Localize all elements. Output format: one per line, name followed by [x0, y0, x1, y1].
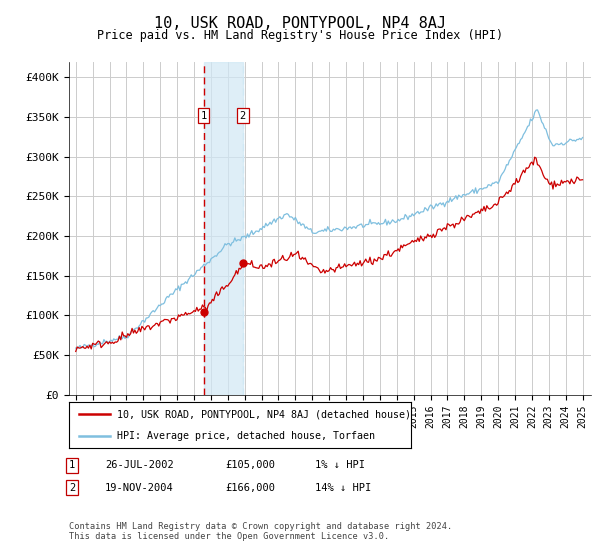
Text: 2: 2 [240, 110, 246, 120]
Text: £105,000: £105,000 [225, 460, 275, 470]
Text: 10, USK ROAD, PONTYPOOL, NP4 8AJ: 10, USK ROAD, PONTYPOOL, NP4 8AJ [154, 16, 446, 31]
Text: Price paid vs. HM Land Registry's House Price Index (HPI): Price paid vs. HM Land Registry's House … [97, 29, 503, 42]
Text: 26-JUL-2002: 26-JUL-2002 [105, 460, 174, 470]
Text: 1% ↓ HPI: 1% ↓ HPI [315, 460, 365, 470]
Bar [203, 62, 243, 395]
Text: 19-NOV-2004: 19-NOV-2004 [105, 483, 174, 493]
Text: 2: 2 [69, 483, 75, 493]
Text: £166,000: £166,000 [225, 483, 275, 493]
Text: 1: 1 [200, 110, 207, 120]
Text: Contains HM Land Registry data © Crown copyright and database right 2024.
This d: Contains HM Land Registry data © Crown c… [69, 522, 452, 542]
Text: 14% ↓ HPI: 14% ↓ HPI [315, 483, 371, 493]
Text: 1: 1 [69, 460, 75, 470]
Text: 10, USK ROAD, PONTYPOOL, NP4 8AJ (detached house): 10, USK ROAD, PONTYPOOL, NP4 8AJ (detach… [117, 409, 411, 419]
Text: HPI: Average price, detached house, Torfaen: HPI: Average price, detached house, Torf… [117, 431, 375, 441]
